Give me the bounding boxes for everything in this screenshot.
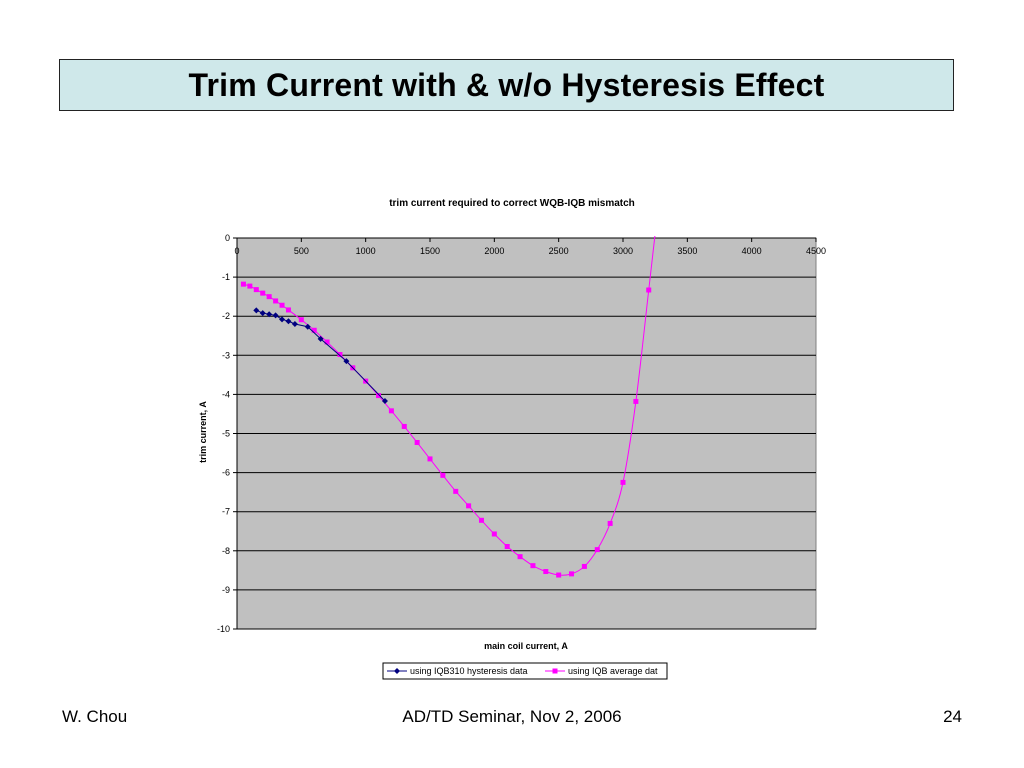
series-1-point-23	[491, 531, 497, 537]
series-1-point-2	[253, 287, 259, 293]
series-1-point-9	[311, 327, 317, 333]
legend-label-1: using IQB average dat	[568, 666, 658, 676]
series-1-point-8	[298, 317, 304, 323]
x-tick-label-9: 4500	[806, 246, 826, 256]
series-1-point-19	[440, 472, 446, 478]
slide-title-box: Trim Current with & w/o Hysteresis Effec…	[59, 59, 954, 111]
series-0-point-7	[304, 323, 311, 330]
series-1-point-3	[260, 290, 266, 296]
chart-title: trim current required to correct WQB-IQB…	[389, 198, 635, 209]
slide-title: Trim Current with & w/o Hysteresis Effec…	[188, 66, 825, 103]
y-axis-label: trim current, A	[198, 401, 208, 463]
y-tick-label-0: 0	[225, 233, 230, 243]
series-0-point-4	[279, 316, 286, 323]
series-1-point-20	[453, 488, 459, 494]
series-1-point-16	[401, 423, 407, 429]
series-1	[240, 236, 656, 578]
series-1-point-14	[376, 393, 382, 399]
series-1-point-4	[266, 294, 272, 300]
series-0	[253, 307, 388, 405]
series-1-point-1	[247, 283, 253, 289]
y-tick-label-7: -7	[222, 507, 230, 517]
x-tick-label-3: 1500	[420, 246, 440, 256]
x-tick-label-2: 1000	[356, 246, 376, 256]
series-0-point-10	[381, 398, 388, 405]
x-tick-label-0: 0	[234, 246, 239, 256]
series-1-point-29	[569, 571, 575, 577]
series-0-point-5	[285, 318, 292, 325]
x-tick-label-4: 2000	[484, 246, 504, 256]
x-tick-labels: 0 500 1000 1500 2000 2500 3000 3500 4000 4500	[234, 246, 826, 256]
x-tick-label-5: 2500	[549, 246, 569, 256]
y-tick-label-9: -9	[222, 585, 230, 595]
series-0-point-2	[266, 311, 273, 318]
y-tick-label-10: -10	[217, 624, 230, 634]
series-1-point-7	[285, 307, 291, 313]
footer-author: W. Chou	[62, 707, 128, 726]
series-0-point-3	[272, 312, 279, 319]
series-1-point-22	[478, 517, 484, 523]
series-1-point-35	[646, 287, 652, 293]
series-1-point-18	[427, 456, 433, 462]
y-tick-label-8: -8	[222, 546, 230, 556]
x-tick-label-1: 500	[294, 246, 309, 256]
series-0-point-9	[343, 358, 350, 365]
legend-box	[382, 662, 668, 680]
legend-marker-0	[394, 668, 400, 674]
series-1-point-5	[273, 298, 279, 304]
series-1-point-17	[414, 439, 420, 445]
series-0-point-8	[317, 335, 324, 342]
series-1-point-33	[620, 479, 626, 485]
x-axis-label: main coil current, A	[484, 641, 568, 651]
series-0-point-1	[259, 310, 266, 317]
series-1-point-34	[633, 398, 639, 404]
y-tick-label-5: -5	[222, 429, 230, 439]
y-tick-labels: 0 -1 -2 -3 -4 -5 -6 -7 -8 -9 -10	[217, 233, 230, 634]
series-1-point-27	[543, 569, 549, 575]
series-1-point-30	[581, 563, 587, 569]
series-0-point-6	[291, 321, 298, 328]
series-1-point-15	[388, 408, 394, 414]
footer-event: AD/TD Seminar, Nov 2, 2006	[402, 707, 622, 726]
legend-label-0: using IQB310 hysteresis data	[410, 666, 528, 676]
gridlines	[237, 276, 816, 630]
x-tick-label-7: 3500	[677, 246, 697, 256]
series-layer	[240, 236, 656, 578]
x-tick-label-8: 4000	[742, 246, 762, 256]
y-tick-label-1: -1	[222, 272, 230, 282]
series-1-point-24	[504, 543, 510, 549]
y-tick-label-6: -6	[222, 468, 230, 478]
series-0-point-0	[253, 307, 260, 314]
y-tick-label-2: -2	[222, 311, 230, 321]
axes	[233, 237, 817, 630]
series-1-point-10	[324, 339, 330, 345]
legend-marker-1	[552, 668, 558, 674]
legend: using IQB310 hysteresis data using IQB av…	[382, 662, 668, 680]
series-1-point-6	[279, 302, 285, 308]
series-1-point-28	[556, 572, 562, 578]
series-1-point-26	[530, 563, 536, 569]
series-1-point-32	[607, 520, 613, 526]
y-tick-label-3: -3	[222, 350, 230, 360]
series-1-point-0	[240, 281, 246, 287]
series-1-point-31	[594, 547, 600, 553]
y-tick-label-4: -4	[222, 389, 230, 399]
series-1-point-11	[337, 352, 343, 358]
footer-page-number: 24	[943, 707, 962, 726]
series-1-point-21	[466, 503, 472, 509]
series-1-point-25	[517, 554, 523, 560]
x-tick-label-6: 3000	[613, 246, 633, 256]
